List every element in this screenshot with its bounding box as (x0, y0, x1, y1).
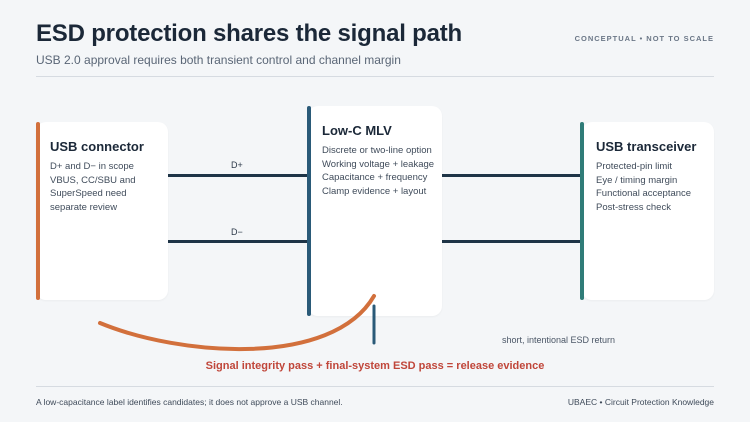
dplus-wire-right (442, 174, 582, 177)
usb-connector-note: separate review (50, 201, 118, 213)
esd-return-label: short, intentional ESD return (502, 335, 616, 345)
low-c-mlv-note: Capacitance + frequency (322, 172, 428, 183)
usb-transceiver-note: Functional acceptance (596, 188, 692, 199)
usb-transceiver-notes: Protected-pin limit Eye / timing margin … (596, 160, 691, 214)
usb-connector-title: USB connector (50, 139, 144, 154)
footer-note: A low-capacitance label identifies candi… (36, 397, 343, 407)
low-c-mlv-note: Clamp evidence + layout (322, 185, 427, 197)
header-divider (36, 76, 714, 77)
usb-transceiver-note: Eye / timing margin (596, 174, 678, 186)
dminus-label: D− (231, 227, 243, 237)
page-subtitle: USB 2.0 approval requires both transient… (36, 53, 401, 67)
footer-credit: UBAEC • Circuit Protection Knowledge (567, 397, 714, 407)
low-c-mlv-note: Discrete or two-line option (322, 145, 432, 156)
low-c-mlv-note: Working voltage + leakage (322, 158, 435, 170)
usb-transceiver-card: USB transceiver Protected-pin limit Eye … (582, 122, 714, 300)
low-c-mlv-card: Low-C MLV Discrete or two-line option Wo… (308, 106, 442, 316)
usb-connector-card: USB connector D+ and D− in scope VBUS, C… (36, 122, 168, 300)
dplus-wire-left (168, 174, 308, 177)
usb-connector-note: D+ and D− in scope (50, 161, 134, 172)
usb-transceiver-accent-bar (580, 122, 584, 300)
low-c-mlv-notes: Discrete or two-line option Working volt… (322, 144, 434, 198)
low-c-mlv-title: Low-C MLV (322, 123, 392, 138)
usb-connector-note: VBUS, CC/SBU and (50, 174, 136, 186)
dplus-label: D+ (231, 160, 243, 170)
usb-connector-accent-bar (36, 122, 40, 300)
usb-transceiver-note: Protected-pin limit (596, 161, 673, 172)
esd-return-path (98, 294, 376, 352)
usb-transceiver-note: Post-stress check (596, 201, 671, 213)
usb-connector-notes: D+ and D− in scope VBUS, CC/SBU and Supe… (50, 160, 136, 214)
footer-divider (36, 386, 714, 387)
usb-transceiver-title: USB transceiver (596, 139, 697, 154)
release-evidence-statement: Signal integrity pass + final-system ESD… (205, 360, 545, 372)
usb-connector-note: SuperSpeed need (50, 188, 127, 199)
page-title: ESD protection shares the signal path (36, 20, 463, 47)
dminus-wire-left (168, 240, 308, 243)
dminus-wire-right (442, 240, 582, 243)
low-c-mlv-accent-bar (307, 106, 311, 316)
conceptual-tag: CONCEPTUAL • NOT TO SCALE (574, 34, 714, 43)
